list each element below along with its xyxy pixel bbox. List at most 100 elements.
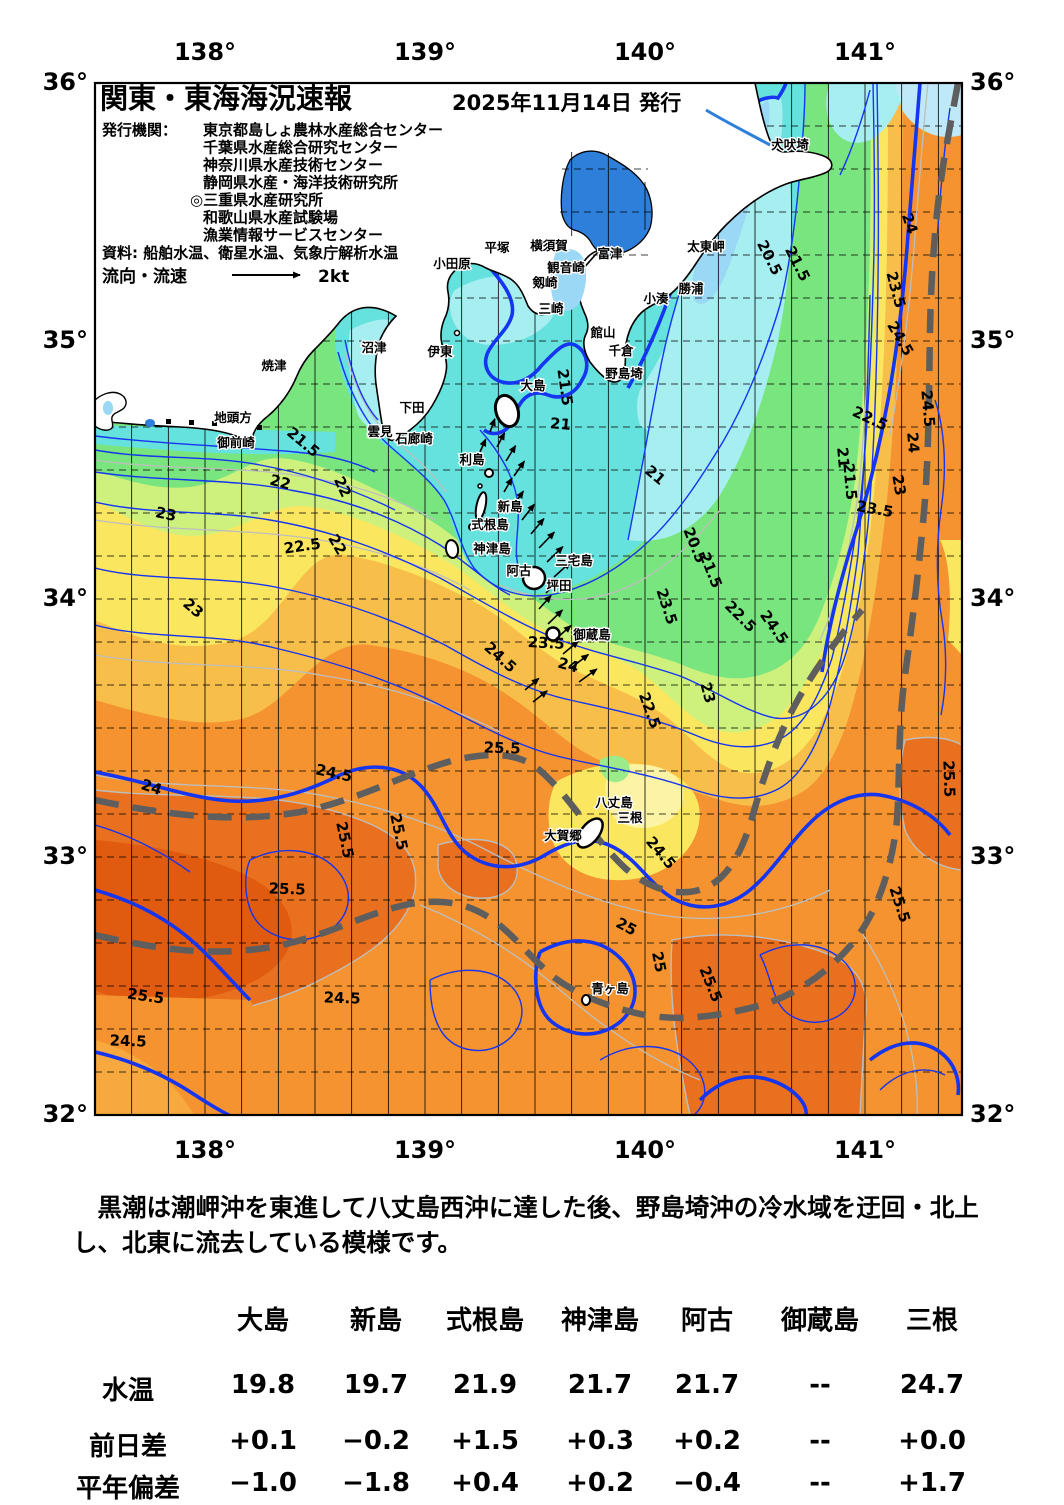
table-cell: +0.1 xyxy=(229,1426,297,1456)
place-label: 御前崎 xyxy=(216,435,255,450)
lake-hamana xyxy=(145,419,155,427)
current-arrow-icon xyxy=(505,444,517,462)
contour-label: 23 xyxy=(888,473,909,497)
table-cell: 24.7 xyxy=(899,1370,965,1400)
place-label: 焼津 xyxy=(261,358,287,373)
place-label: 式根島 xyxy=(471,517,509,532)
contour-label: 24 xyxy=(898,211,922,236)
axis-label-lat-right: 32° xyxy=(970,1100,1015,1128)
current-arrow-icon xyxy=(489,417,496,433)
current-arrow-icon xyxy=(513,460,525,477)
axis-label-lat-right: 36° xyxy=(970,68,1015,96)
table-col-header: 御蔵島 xyxy=(780,1306,859,1336)
table-cell: +1.5 xyxy=(451,1426,519,1456)
issuer-list: 東京都島しょ農林水産総合センター千葉県水産総合研究センター神奈川県水産技術センタ… xyxy=(190,121,443,244)
place-label: 小田原 xyxy=(432,256,471,271)
place-label: 大島 xyxy=(520,378,546,393)
axis-labels: 138° 139° 140° 141° 138° 139° 140° 141° 36° 35° 34… xyxy=(43,38,1016,1164)
table-cell: +1.7 xyxy=(898,1468,966,1498)
axis-label-lon-bottom: 139° xyxy=(394,1136,456,1164)
table-col-header: 阿古 xyxy=(680,1306,733,1336)
island-hatsushima xyxy=(453,329,461,337)
current-arrow-icon xyxy=(524,677,540,691)
place-label: 三崎 xyxy=(538,301,564,316)
place-label: 三宅島 xyxy=(555,553,593,568)
table-col-header: 三根 xyxy=(905,1306,958,1336)
contour-label: 24.5 xyxy=(109,1031,147,1050)
axis-label-lat-left: 36° xyxy=(43,68,88,96)
contour-label: 21.5 xyxy=(839,462,860,500)
current-arrow-icon xyxy=(547,609,564,625)
issuer-line: 漁業情報サービスセンター xyxy=(203,226,383,244)
contour-label: 21 xyxy=(549,414,571,434)
table-col-header: 新島 xyxy=(349,1306,402,1336)
place-label: 地頭方 xyxy=(214,410,252,425)
place-label: 館山 xyxy=(589,325,615,340)
table-cell: 21.7 xyxy=(674,1370,740,1400)
contour-label: 24.5 xyxy=(917,389,938,427)
contour-label: 25 xyxy=(648,950,670,974)
data-source-line: 資料: 船舶水温、衛星水温、気象庁解析水温 xyxy=(102,244,398,262)
place-label: 犬吠埼 xyxy=(770,137,809,152)
table-cell: −1.0 xyxy=(229,1468,297,1498)
issuer-line: 和歌山県水産試験場 xyxy=(203,209,338,227)
contour-label: 25.5 xyxy=(939,760,958,798)
current-arrow-icon xyxy=(545,579,560,594)
place-label: 小湊 xyxy=(642,291,669,306)
current-arrow-icon xyxy=(555,624,572,640)
current-arrow-icon xyxy=(512,490,524,507)
current-arrow-icon xyxy=(546,546,564,563)
contour-label: 21.5 xyxy=(553,368,576,407)
place-label: 新島 xyxy=(497,499,523,514)
contour-label: 23 xyxy=(696,680,719,705)
flow-legend-speed: 2kt xyxy=(318,267,349,287)
table-cell: +0.4 xyxy=(451,1468,519,1498)
axis-label-lon-bottom: 140° xyxy=(614,1136,676,1164)
table-cell: +0.2 xyxy=(566,1468,634,1498)
island-udoneshima xyxy=(477,483,483,489)
flow-legend-label: 流向・流速 xyxy=(102,266,187,287)
axis-label-lat-left: 33° xyxy=(43,842,88,870)
current-arrow-icon xyxy=(530,517,545,535)
table-cell: +0.2 xyxy=(673,1426,741,1456)
axis-label-lon-top: 140° xyxy=(614,38,676,66)
place-label: 観音崎 xyxy=(547,260,585,275)
place-label: 八丈島 xyxy=(594,795,633,810)
place-label: 横須賀 xyxy=(530,238,568,253)
island-niijima xyxy=(474,491,488,521)
axis-label-lon-top: 138° xyxy=(174,38,236,66)
place-label: 沼津 xyxy=(361,340,387,355)
contour-label: 24 xyxy=(556,654,581,677)
place-label: 野島埼 xyxy=(605,366,643,381)
contour-label: 24 xyxy=(903,431,923,453)
page-title: 関東・東海海況速報 xyxy=(100,82,353,115)
land-honshu xyxy=(95,83,833,442)
table-row-label: 前日差 xyxy=(88,1432,167,1462)
issuer-line: 東京都島しょ農林水産総合センター xyxy=(203,121,443,139)
place-label: 阿古 xyxy=(506,563,532,578)
axis-label-lon-top: 139° xyxy=(394,38,456,66)
place-label: 雲見 xyxy=(367,424,393,439)
table-cell: 19.7 xyxy=(343,1370,409,1400)
coastal-town-markers xyxy=(166,419,262,430)
island-shikinejima xyxy=(468,523,476,531)
contour-label: 23 xyxy=(154,503,178,525)
axis-label-lon-bottom: 141° xyxy=(834,1136,896,1164)
contour-label: 21 xyxy=(833,446,853,468)
issuer-line: 千葉県水産総合研究センター xyxy=(203,139,398,157)
island-kozushima xyxy=(444,539,460,559)
island-oshima xyxy=(493,393,521,429)
current-arrow-icon xyxy=(479,438,487,453)
table-cell: +0.3 xyxy=(566,1426,634,1456)
place-label: 下田 xyxy=(399,400,424,415)
issuer-line: ◎三重県水産研究所 xyxy=(190,191,323,209)
table-cell: −1.8 xyxy=(342,1468,410,1498)
axis-label-lat-right: 35° xyxy=(970,326,1015,354)
place-label: 大賀郷 xyxy=(544,828,582,843)
contour-label: 22.5 xyxy=(283,535,322,558)
map-border xyxy=(93,81,964,1117)
contour-label: 23.5 xyxy=(527,633,565,653)
place-label: 太東岬 xyxy=(687,239,725,254)
table-col-header: 神津島 xyxy=(560,1306,639,1336)
